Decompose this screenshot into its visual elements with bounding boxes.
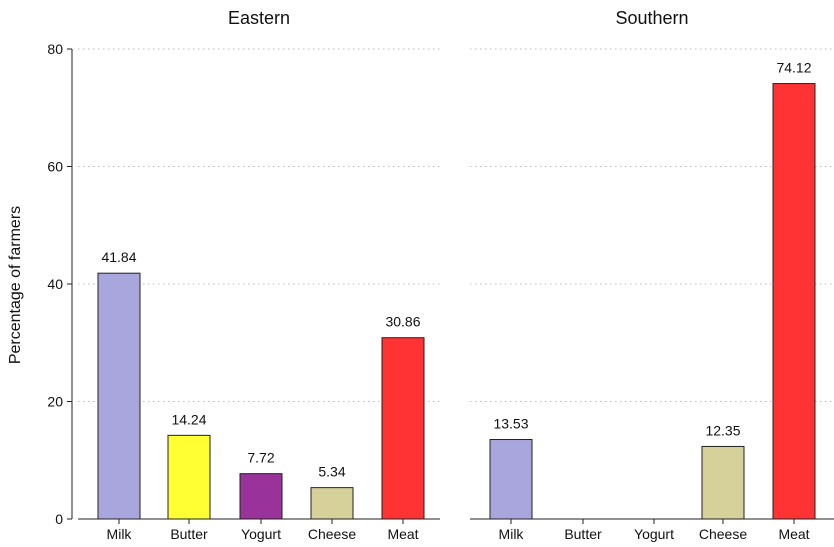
data-label: 5.34 [318,464,345,480]
x-tick-label: Meat [387,526,418,542]
y-tick-label: 0 [55,511,63,527]
x-tick-label: Meat [778,526,809,542]
data-label: 74.12 [776,60,811,76]
panel-title: Southern [615,8,688,28]
x-tick-label: Butter [170,526,208,542]
x-tick-label: Yogurt [241,526,281,542]
bar-milk [97,272,141,520]
panel-southern: Southern Milk 13.53 Butter Yogurt Cheese 12.35… [470,8,834,542]
x-tick-label: Butter [564,526,602,542]
x-tick-label: Milk [499,526,525,542]
y-tick-label: 40 [47,276,63,292]
data-label: 13.53 [493,416,528,432]
x-tick-label: Cheese [699,526,747,542]
bar-butter [167,434,211,520]
y-tick-label: 60 [47,159,63,175]
y-axis-label: Percentage of farmers [7,206,24,364]
x-tick-label: Cheese [308,526,356,542]
bar-yogurt [239,473,283,520]
x-tick-label: Yogurt [634,526,674,542]
bar-milk [489,439,533,520]
bar-cheese [701,445,745,520]
data-label: 30.86 [385,314,420,330]
x-tick-label: Milk [107,526,133,542]
bar-cheese [310,487,354,520]
data-label: 7.72 [247,450,274,466]
data-label: 41.84 [101,249,136,265]
panel-title: Eastern [228,8,290,28]
y-tick-label: 80 [47,41,63,57]
y-tick-label: 20 [47,394,63,410]
data-label: 14.24 [171,411,206,427]
bar-meat [772,83,816,520]
panel-eastern: Eastern Milk 41.84 Butter 14.24 Yogurt 7.72 Che… [78,8,440,542]
bar-meat [381,337,425,520]
data-label: 12.35 [705,422,740,438]
